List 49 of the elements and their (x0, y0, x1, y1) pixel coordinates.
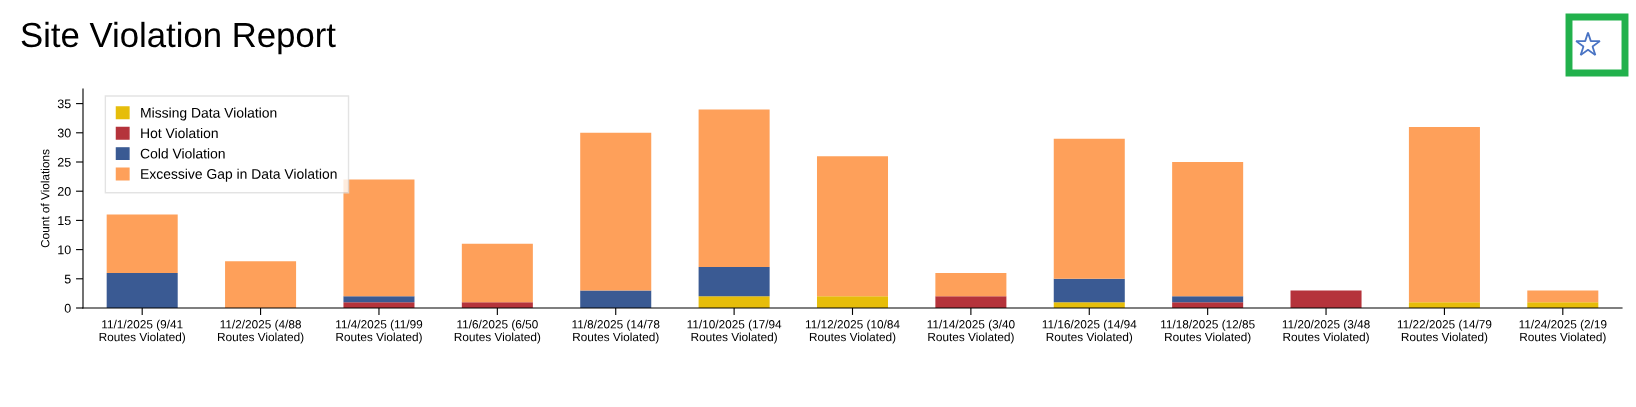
bar (935, 272, 1007, 297)
bar (580, 132, 652, 291)
chart-title: Site Violation Report (21, 21, 336, 55)
bar (1527, 290, 1599, 303)
y-tick-label: 5 (64, 274, 71, 284)
bar (343, 179, 415, 297)
bar (698, 109, 770, 268)
x-tick-label: 11/14/2025 (3/40 Routes Violated) (927, 319, 1015, 344)
bar (698, 267, 770, 297)
y-tick-label: 10 (58, 245, 71, 255)
x-tick-label: 11/22/2025 (14/79 Routes Violated) (1397, 319, 1492, 344)
bar (343, 296, 415, 303)
bar (935, 296, 1007, 308)
y-tick-label: 0 (64, 303, 71, 313)
bar (225, 261, 297, 308)
y-tick-label: 25 (57, 157, 71, 167)
x-tick-label: 11/24/2025 (2/19 Routes Violated) (1519, 319, 1607, 344)
bar (461, 243, 533, 303)
bar (698, 296, 770, 308)
legend-label: Excessive Gap in Data Violation (141, 168, 337, 182)
bar (816, 156, 889, 297)
legend-label: Cold Violation (140, 148, 225, 159)
x-tick-label: 11/2/2025 (4/88 Routes Violated) (218, 319, 304, 344)
x-tick-label: 11/12/2025 (10/84 Routes Violated) (805, 319, 900, 344)
bar (816, 296, 889, 308)
bar (1053, 138, 1125, 279)
bar (1408, 126, 1480, 303)
x-tick-label: 11/10/2025 (17/94 Routes Violated) (687, 319, 782, 344)
x-tick-label: 11/18/2025 (12/85 Routes Violated) (1161, 319, 1255, 344)
y-tick-label: 35 (57, 99, 71, 109)
x-tick-label: 11/8/2025 (14/78 Routes Violated) (572, 319, 660, 344)
y-tick-label: 15 (58, 216, 71, 226)
x-tick-label: 11/4/2025 (11/99 Routes Violated) (336, 319, 423, 344)
y-tick-label: 30 (57, 128, 71, 138)
x-tick-label: 11/20/2025 (3/48 Routes Violated) (1282, 319, 1370, 344)
legend-label: Missing Data Violation (141, 107, 277, 121)
bar (1290, 290, 1362, 308)
bar (1172, 296, 1244, 303)
bar (106, 272, 178, 308)
legend-label: Hot Violation (141, 127, 218, 139)
y-axis-title: Count of Violations (40, 149, 50, 248)
bar (1172, 162, 1244, 297)
x-tick-label: 11/1/2025 (9/41 Routes Violated) (99, 319, 185, 344)
bar (1053, 278, 1125, 303)
bar (106, 214, 178, 273)
x-tick-label: 11/16/2025 (14/94 Routes Violated) (1042, 319, 1137, 344)
y-tick-label: 20 (57, 187, 71, 196)
x-tick-label: 11/6/2025 (6/50 Routes Violated) (454, 319, 541, 344)
bar (580, 290, 652, 308)
